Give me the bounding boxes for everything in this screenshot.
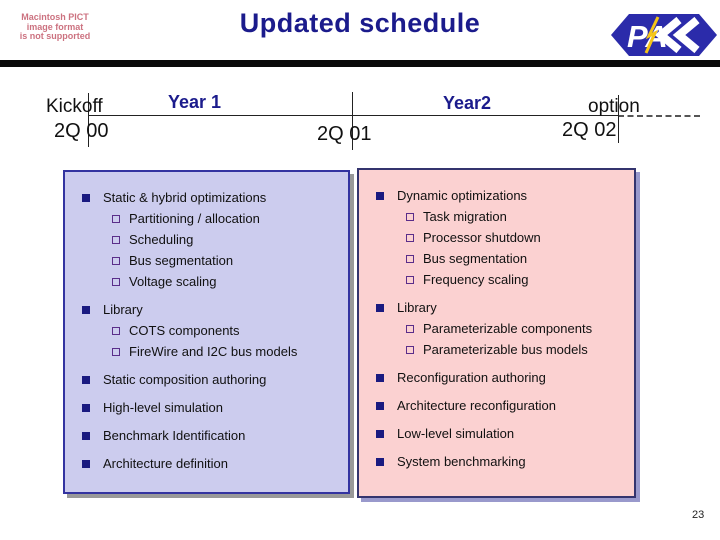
list-item-label: COTS components bbox=[129, 323, 240, 338]
list-item-label: Partitioning / allocation bbox=[129, 211, 260, 226]
pict-note-line: is not supported bbox=[19, 31, 91, 41]
timeline-option-label: option bbox=[588, 96, 640, 117]
filled-square-bullet-icon bbox=[82, 459, 90, 468]
hollow-square-bullet-icon bbox=[406, 345, 414, 354]
timeline-date-2q02: 2Q 02 bbox=[562, 119, 617, 141]
timeline-year1-label: Year 1 bbox=[168, 92, 222, 112]
list-item: Static composition authoring bbox=[65, 369, 348, 390]
hollow-square-bullet-icon bbox=[112, 277, 120, 286]
timeline-tick-2q02 bbox=[618, 95, 619, 143]
hollow-square-bullet-icon bbox=[112, 256, 120, 265]
hollow-square-bullet-icon bbox=[112, 326, 120, 335]
list-item-label: Bus segmentation bbox=[129, 253, 234, 268]
pict-placeholder-note: Macintosh PICT image format is not suppo… bbox=[4, 12, 106, 42]
filled-square-bullet-icon bbox=[82, 375, 90, 384]
pacc-logo-icon: PA bbox=[611, 11, 717, 59]
list-item: High-level simulation bbox=[65, 397, 348, 418]
filled-square-bullet-icon bbox=[82, 403, 90, 412]
list-item: Parameterizable components bbox=[359, 318, 634, 339]
list-item: Benchmark Identification bbox=[65, 425, 348, 446]
list-item-label: Voltage scaling bbox=[129, 274, 217, 289]
list-item-label: Parameterizable bus models bbox=[423, 342, 588, 357]
list-item: System benchmarking bbox=[359, 451, 634, 472]
list-item-label: Task migration bbox=[423, 209, 507, 224]
timeline-tick-kickoff bbox=[88, 93, 89, 147]
timeline-date-2q00: 2Q 00 bbox=[54, 120, 109, 142]
hollow-square-bullet-icon bbox=[112, 214, 120, 223]
timeline-tick-2q01 bbox=[352, 92, 353, 150]
list-item-label: High-level simulation bbox=[103, 400, 223, 415]
header-divider-bar bbox=[0, 60, 720, 67]
filled-square-bullet-icon bbox=[376, 401, 384, 410]
list-item: Partitioning / allocation bbox=[65, 208, 348, 229]
timeline-dashed-extension bbox=[618, 115, 700, 117]
filled-square-bullet-icon bbox=[82, 193, 90, 202]
hollow-square-bullet-icon bbox=[112, 235, 120, 244]
list-item-label: FireWire and I2C bus models bbox=[129, 344, 298, 359]
list-item-label: Static composition authoring bbox=[103, 372, 267, 387]
list-item: Bus segmentation bbox=[359, 248, 634, 269]
list-item: Library bbox=[359, 297, 634, 318]
year1-task-box: Static & hybrid optimizations Partitioni… bbox=[63, 170, 350, 494]
list-item-label: Library bbox=[103, 302, 143, 317]
filled-square-bullet-icon bbox=[376, 457, 384, 466]
timeline-year2-label: Year2 bbox=[443, 93, 492, 113]
pict-note-line: image format bbox=[26, 21, 84, 32]
list-item-label: Architecture definition bbox=[103, 456, 229, 471]
hollow-square-bullet-icon bbox=[406, 324, 414, 333]
list-item: Voltage scaling bbox=[65, 271, 348, 292]
filled-square-bullet-icon bbox=[376, 303, 384, 312]
page-title: Updated schedule bbox=[239, 8, 481, 38]
list-item-label: Library bbox=[397, 300, 437, 315]
list-item: Low-level simulation bbox=[359, 423, 634, 444]
list-item: COTS components bbox=[65, 320, 348, 341]
filled-square-bullet-icon bbox=[82, 305, 90, 314]
list-item-label: System benchmarking bbox=[397, 454, 526, 469]
list-item: Architecture definition bbox=[65, 453, 348, 474]
filled-square-bullet-icon bbox=[376, 429, 384, 438]
list-item: Processor shutdown bbox=[359, 227, 634, 248]
pict-note-line: Macintosh PICT bbox=[21, 12, 89, 22]
hollow-square-bullet-icon bbox=[406, 254, 414, 263]
year2-task-box: Dynamic optimizations Task migration Pro… bbox=[357, 168, 636, 498]
hollow-square-bullet-icon bbox=[112, 347, 120, 356]
list-item-label: Dynamic optimizations bbox=[397, 188, 528, 203]
filled-square-bullet-icon bbox=[376, 191, 384, 200]
list-item-label: Bus segmentation bbox=[423, 251, 528, 266]
list-item: Bus segmentation bbox=[65, 250, 348, 271]
filled-square-bullet-icon bbox=[376, 373, 384, 382]
timeline-line bbox=[88, 115, 618, 116]
list-item-label: Benchmark Identification bbox=[103, 428, 246, 443]
list-item: Static & hybrid optimizations bbox=[65, 187, 348, 208]
list-item: Frequency scaling bbox=[359, 269, 634, 290]
timeline-kickoff-label: Kickoff bbox=[46, 96, 103, 117]
hollow-square-bullet-icon bbox=[406, 212, 414, 221]
list-item: Parameterizable bus models bbox=[359, 339, 634, 360]
list-item-label: Low-level simulation bbox=[397, 426, 515, 441]
list-item: Reconfiguration authoring bbox=[359, 367, 634, 388]
list-item: Scheduling bbox=[65, 229, 348, 250]
list-item: Dynamic optimizations bbox=[359, 185, 634, 206]
list-item-label: Parameterizable components bbox=[423, 321, 593, 336]
hollow-square-bullet-icon bbox=[406, 275, 414, 284]
list-item: Library bbox=[65, 299, 348, 320]
list-item-label: Frequency scaling bbox=[423, 272, 529, 287]
list-item-label: Processor shutdown bbox=[423, 230, 541, 245]
list-item-label: Scheduling bbox=[129, 232, 194, 247]
page-number: 23 bbox=[692, 509, 705, 521]
list-item: Task migration bbox=[359, 206, 634, 227]
hollow-square-bullet-icon bbox=[406, 233, 414, 242]
list-item: FireWire and I2C bus models bbox=[65, 341, 348, 362]
timeline-date-2q01: 2Q 01 bbox=[317, 123, 372, 145]
list-item-label: Architecture reconfiguration bbox=[397, 398, 556, 413]
list-item: Architecture reconfiguration bbox=[359, 395, 634, 416]
list-item-label: Static & hybrid optimizations bbox=[103, 190, 267, 205]
filled-square-bullet-icon bbox=[82, 431, 90, 440]
list-item-label: Reconfiguration authoring bbox=[397, 370, 546, 385]
